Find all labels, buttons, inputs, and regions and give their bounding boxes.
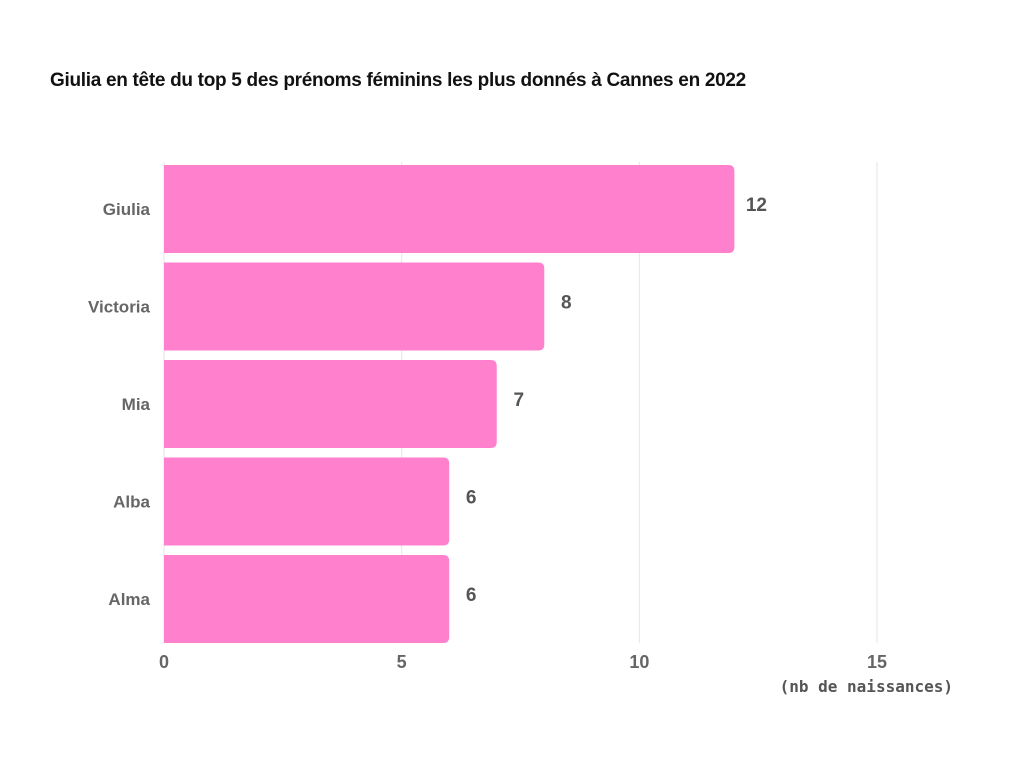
bar-alma <box>164 555 450 643</box>
category-label: Victoria <box>88 298 151 317</box>
chart-title: Giulia en tête du top 5 des prénoms fémi… <box>50 70 746 91</box>
value-label: 12 <box>746 195 767 216</box>
x-tick-label: 10 <box>629 652 649 672</box>
x-axis-unit-label: (nb de naissances) <box>780 677 953 696</box>
value-label: 6 <box>466 585 477 606</box>
category-label: Giulia <box>103 200 151 219</box>
bar-giulia <box>164 165 735 253</box>
bar-victoria <box>164 262 545 351</box>
bar-mia <box>164 360 497 448</box>
value-label: 7 <box>513 390 524 411</box>
x-tick-label: 15 <box>867 652 887 672</box>
x-tick-label: 5 <box>397 652 407 672</box>
x-tick-label: 0 <box>159 652 169 672</box>
category-label: Alma <box>108 590 150 609</box>
x-axis-ticks: 0 5 10 15 <box>159 652 887 672</box>
bars <box>164 165 735 643</box>
value-labels: 12 8 7 6 6 <box>466 195 767 606</box>
category-labels: Giulia Victoria Mia Alba Alma <box>88 200 151 609</box>
bar-alba <box>164 457 450 546</box>
category-label: Mia <box>122 395 151 414</box>
value-label: 6 <box>466 488 477 509</box>
category-label: Alba <box>113 493 150 512</box>
value-label: 8 <box>561 293 572 314</box>
